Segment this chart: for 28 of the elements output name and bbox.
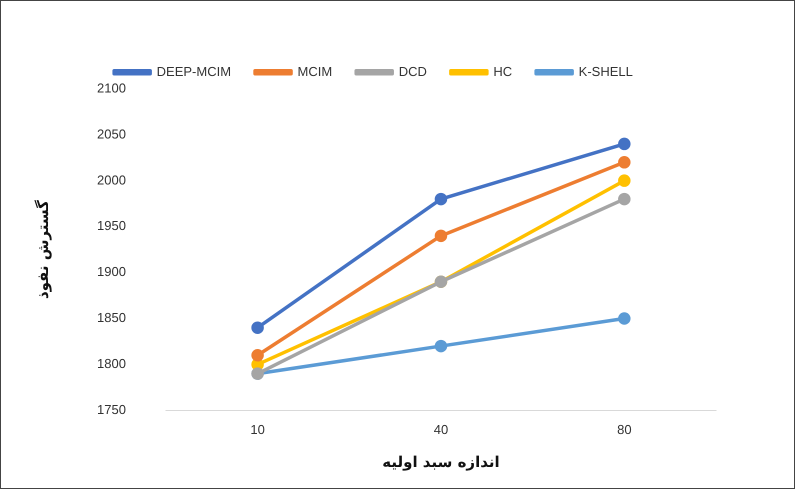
y-tick-label: 2000 xyxy=(97,172,126,188)
y-tick-label: 2100 xyxy=(97,80,126,96)
point xyxy=(618,156,631,169)
x-axis-title: اندازه سبد اولیه xyxy=(382,452,500,471)
point xyxy=(618,138,631,150)
point xyxy=(251,349,264,362)
legend-label: K-SHELL xyxy=(578,64,633,79)
y-axis-title: گسترش نفوذ xyxy=(34,200,52,300)
point xyxy=(251,321,264,334)
point xyxy=(434,192,448,206)
y-tick-label: 1750 xyxy=(97,402,126,417)
point xyxy=(434,340,448,352)
x-tick-label: 80 xyxy=(617,422,632,437)
y-tick-label: 1800 xyxy=(97,356,126,372)
y-tick-label: 2050 xyxy=(97,126,126,142)
point xyxy=(618,312,631,325)
legend-label: HC xyxy=(493,64,512,79)
point xyxy=(618,174,631,187)
point xyxy=(618,192,631,206)
legend-label: DCD xyxy=(398,64,427,79)
x-tick-label: 10 xyxy=(250,422,265,437)
x-tick-label: 40 xyxy=(434,422,448,437)
point xyxy=(434,230,448,242)
legend-label: MCIM xyxy=(298,64,332,79)
y-tick-label: 1950 xyxy=(97,218,126,234)
y-tick-label: 1900 xyxy=(97,264,126,280)
y-tick-label: 1850 xyxy=(97,310,126,326)
legend-label: DEEP-MCIM xyxy=(156,64,232,79)
